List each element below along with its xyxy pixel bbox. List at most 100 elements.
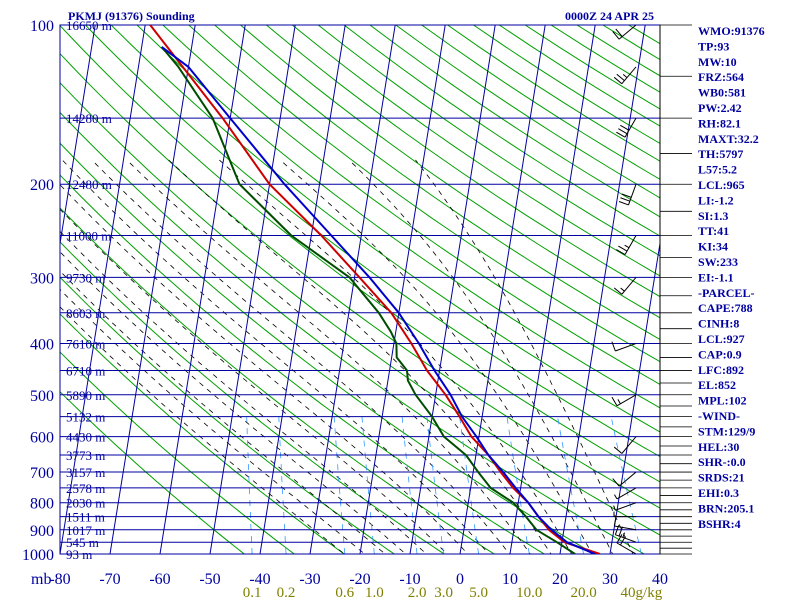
dry-adiabat-line — [60, 241, 446, 554]
pressure-tick-label: 900 — [30, 523, 54, 540]
wind-barb-half-flag — [622, 74, 628, 78]
temperature-tick-label: -20 — [349, 571, 370, 588]
wind-barb-flag — [618, 201, 629, 206]
index-line: SI:1.3 — [698, 209, 728, 223]
mixing-ratio-label: 10.0 — [516, 585, 542, 600]
mixing-ratio-label: 0.2 — [277, 585, 296, 600]
height-label: 93 m — [66, 547, 92, 562]
wind-barb-staff — [621, 436, 637, 454]
dry-adiabat-line — [60, 25, 660, 483]
moist-adiabat-line — [348, 159, 614, 554]
isotherm-line — [309, 25, 396, 554]
temperature-tick-label: 10 — [502, 571, 518, 588]
dry-adiabat-line — [60, 82, 660, 536]
isotherm-line — [60, 25, 146, 554]
moist-adiabat-line — [91, 159, 511, 554]
index-line: MW:10 — [698, 55, 737, 69]
index-line: SHR-:0.0 — [698, 455, 746, 469]
temperature-tick-label: 0 — [456, 571, 464, 588]
index-line: LI:-1.2 — [698, 193, 734, 207]
height-label: 2578 m — [66, 481, 105, 496]
index-line: CAPE:788 — [698, 301, 753, 315]
wind-barb — [611, 341, 637, 352]
index-line: CAP:0.9 — [698, 347, 742, 361]
wind-barb-flag — [613, 516, 617, 527]
mixing-ratio-line — [361, 416, 375, 554]
height-label: 6710 m — [66, 364, 105, 379]
sounding-traces — [149, 25, 601, 554]
height-label: 14280 m — [66, 111, 112, 126]
height-label: 4430 m — [66, 430, 105, 445]
mixing-ratio-line — [401, 416, 418, 554]
wind-barb-staff — [616, 394, 637, 407]
index-line: TH:5797 — [698, 147, 743, 161]
wind-barb-staff — [621, 277, 637, 295]
pressure-tick-label: 200 — [30, 177, 54, 194]
dry-adiabat-line — [60, 276, 396, 554]
wind-barb-staff — [615, 502, 637, 511]
index-line: -PARCEL- — [698, 286, 754, 300]
mixing-ratio-line — [333, 416, 346, 554]
moist-adiabat-line — [279, 159, 593, 554]
mixing-ratio-labels: 0.1 0.2 0.6 1.0 2.0 3.0 5.0 10.0 20.0 40g/kg — [243, 585, 663, 600]
wind-barb — [613, 511, 636, 518]
temperature-tick-label: -70 — [99, 571, 120, 588]
wind-barb-flag — [620, 197, 631, 202]
index-line: LCL:927 — [698, 332, 745, 346]
mixing-ratio-label: 0.6 — [335, 585, 354, 600]
index-line: LCL:965 — [698, 178, 745, 192]
wind-barb-flag — [616, 249, 626, 255]
moist-adiabat-line — [60, 251, 407, 554]
wind-barb-half-flag — [622, 532, 626, 538]
height-label: 7610 m — [66, 336, 105, 351]
mixing-ratio-line — [426, 416, 444, 554]
index-line: TP:93 — [698, 39, 729, 53]
pressure-tick-label: 600 — [30, 430, 54, 447]
height-label: 545 m — [66, 535, 99, 550]
index-line: BSHR:4 — [698, 517, 741, 531]
height-label: 1511 m — [66, 510, 105, 525]
moist-adiabat-line — [168, 159, 552, 554]
wind-barb-flag — [613, 76, 623, 85]
mixing-ratio-label: 5.0 — [469, 585, 488, 600]
index-line: L57:5.2 — [698, 163, 737, 177]
moist-adiabat-line — [60, 230, 427, 554]
dry-adiabat-line — [60, 351, 296, 554]
wind-barb-flag — [620, 124, 630, 131]
mixing-ratio-line — [459, 416, 479, 554]
wind-barb-staff — [618, 24, 637, 40]
wind-barb — [613, 277, 637, 295]
dry-adiabat-line — [110, 25, 660, 433]
height-label: 3773 m — [66, 448, 105, 463]
temperature-tick-label: -40 — [249, 571, 270, 588]
temperature-tick-label: 30 — [602, 571, 618, 588]
moist-adiabat-line — [60, 288, 366, 554]
temperature-tick-labels: -80 -70 -60 -50 -40 -30 -20 -10 0 10 20 30 40 — [49, 571, 668, 588]
isotherm-line — [509, 25, 596, 554]
height-label: 12480 m — [66, 177, 112, 192]
isotherm-line — [60, 25, 96, 247]
mixing-ratio-lines — [246, 416, 642, 554]
index-line: TT:41 — [698, 224, 729, 238]
isotherm-line — [409, 25, 496, 554]
temperature-tick-label: -60 — [149, 571, 170, 588]
pressure-tick-label: 800 — [30, 496, 54, 513]
dry-adiabat-line — [498, 25, 660, 127]
height-labels: 16650 m 14280 m 12480 m 11000 m 9730 m 8603 m… — [66, 18, 112, 562]
wind-barb-staff — [616, 542, 637, 555]
index-line: HEL:30 — [698, 440, 739, 454]
height-label: 5132 m — [66, 410, 105, 425]
temperature-tick-label: -80 — [49, 571, 70, 588]
wind-barb — [613, 516, 637, 531]
wind-barb — [612, 471, 637, 487]
isotherm-line — [109, 25, 196, 554]
index-line: EHI:0.3 — [698, 486, 739, 500]
mixing-ratio-label: 1.0 — [365, 585, 384, 600]
index-line: KI:34 — [698, 240, 728, 254]
wind-barb — [612, 24, 637, 40]
moist-adiabats — [60, 159, 634, 554]
wind-barb-flag — [618, 245, 628, 252]
index-line: -WIND- — [698, 409, 740, 423]
wind-barb-staff — [628, 184, 637, 206]
wind-barb — [613, 436, 637, 454]
